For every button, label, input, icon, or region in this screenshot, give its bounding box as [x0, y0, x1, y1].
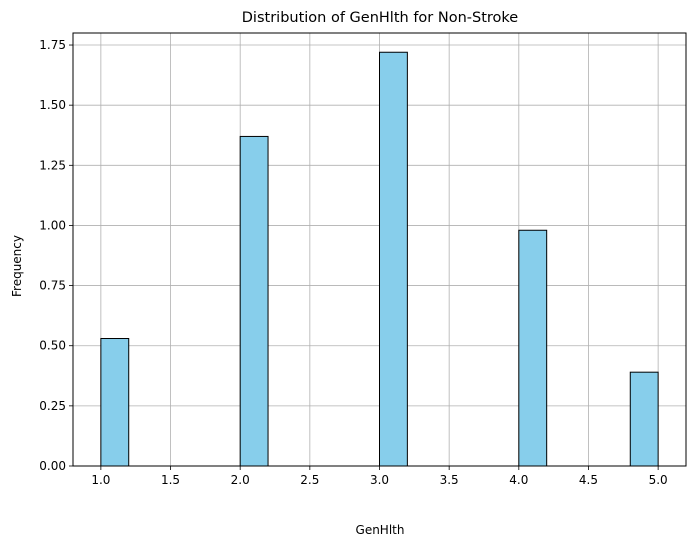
histogram-bar: [100, 338, 130, 467]
y-tick-label: 1.00: [39, 218, 66, 232]
x-tick-label: 1.5: [161, 473, 180, 487]
x-axis: 1.0 1.5 2.0 2.5 3.0 3.5 4.0 4.5 5.0: [91, 466, 668, 487]
x-axis-title: GenHlth: [356, 523, 405, 537]
y-tick-label: 1.50: [39, 98, 66, 112]
bars: [100, 51, 659, 467]
chart-title: Distribution of GenHlth for Non-Stroke: [242, 10, 519, 26]
histogram-bar: [518, 229, 548, 467]
x-tick-label: 2.0: [231, 473, 250, 487]
histogram-bar: [239, 135, 269, 467]
x-tick-label: 4.0: [509, 473, 528, 487]
x-tick-label: 1.0: [91, 473, 110, 487]
y-axis-title: Frequency: [10, 235, 24, 297]
y-axis: 0.00 0.25 0.50 0.75 1.00 1.25 1.50 1.75: [39, 38, 73, 473]
x-tick-label: 5.0: [649, 473, 668, 487]
y-tick-label: 0.50: [39, 339, 66, 353]
y-tick-label: 0.00: [39, 459, 66, 473]
y-tick-label: 0.75: [39, 279, 66, 293]
x-tick-label: 3.5: [440, 473, 459, 487]
histogram-bar: [379, 51, 408, 467]
y-tick-label: 1.25: [39, 158, 66, 172]
y-tick-label: 1.75: [39, 38, 66, 52]
histogram-bar: [629, 371, 659, 467]
x-tick-label: 3.0: [370, 473, 389, 487]
x-tick-label: 2.5: [300, 473, 319, 487]
y-tick-label: 0.25: [39, 399, 66, 413]
x-tick-label: 4.5: [579, 473, 598, 487]
